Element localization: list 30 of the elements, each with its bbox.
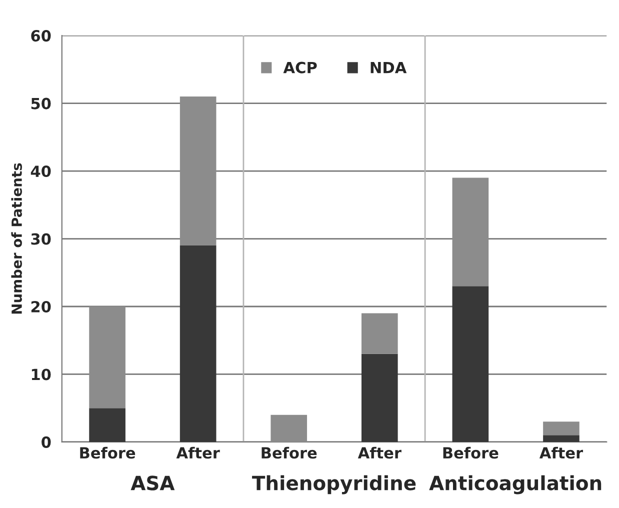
y-tick-label: 40	[30, 165, 51, 178]
text: ASA	[130, 476, 175, 490]
y-tick-label: 20	[31, 300, 51, 313]
y-tick-label: 60	[31, 30, 51, 42]
text: Thienopyridine	[252, 475, 416, 494]
x-tick-label: Before	[443, 446, 498, 459]
bar	[361, 313, 398, 354]
bar	[180, 96, 216, 246]
y-tick-label: 10	[32, 368, 51, 380]
x-tick-label: Before	[262, 446, 317, 459]
x-tick-label: After	[358, 446, 402, 459]
y-tick-label: 50	[31, 98, 51, 110]
y-tick-label: 30	[31, 233, 51, 245]
bar	[543, 435, 580, 442]
bar	[361, 354, 398, 442]
bar	[89, 408, 126, 442]
bar	[89, 306, 126, 408]
bar	[452, 286, 489, 442]
legend-label: ACP	[283, 62, 317, 74]
y-tick-label: 0	[42, 436, 51, 448]
bar	[180, 246, 216, 442]
text: Anticoagulation	[429, 475, 602, 494]
bar	[452, 178, 489, 286]
legend-label: NDA	[370, 62, 407, 74]
bar	[543, 422, 580, 436]
x-tick-label: Before	[80, 446, 136, 459]
bar	[270, 414, 308, 442]
y-axis-title: Number of Patients	[11, 163, 22, 314]
x-tick-label: After	[176, 446, 220, 459]
x-tick-label: After	[539, 446, 584, 459]
